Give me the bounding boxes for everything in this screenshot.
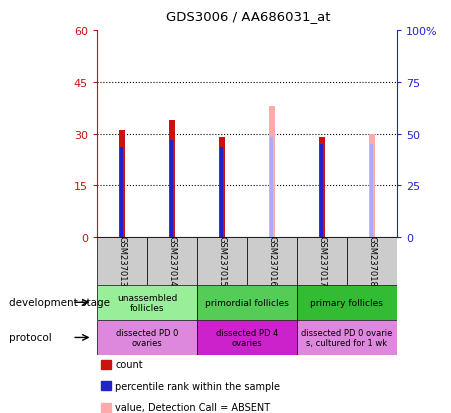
Bar <box>169 121 175 237</box>
Bar <box>269 107 275 237</box>
Bar <box>369 134 375 237</box>
Bar <box>101 360 111 369</box>
Bar <box>297 320 397 355</box>
Bar <box>119 131 125 237</box>
Text: GSM237016: GSM237016 <box>267 236 276 287</box>
Bar <box>297 237 347 285</box>
Bar <box>247 237 297 285</box>
Text: dissected PD 0 ovarie
s, cultured for 1 wk: dissected PD 0 ovarie s, cultured for 1 … <box>301 328 392 347</box>
Text: development stage: development stage <box>9 297 110 308</box>
Bar <box>271 138 273 237</box>
Bar <box>147 237 197 285</box>
Bar <box>197 237 247 285</box>
Text: dissected PD 4
ovaries: dissected PD 4 ovaries <box>216 328 278 347</box>
Bar <box>101 403 111 412</box>
Text: primary follicles: primary follicles <box>310 298 383 307</box>
Text: value, Detection Call = ABSENT: value, Detection Call = ABSENT <box>115 402 270 412</box>
Bar <box>97 320 197 355</box>
Bar <box>120 148 124 237</box>
Bar <box>219 138 225 237</box>
Text: protocol: protocol <box>9 332 52 343</box>
Text: GSM237013: GSM237013 <box>117 236 126 287</box>
Bar <box>319 138 325 237</box>
Bar <box>221 148 223 237</box>
Bar <box>97 237 147 285</box>
Text: GDS3006 / AA686031_at: GDS3006 / AA686031_at <box>166 10 330 23</box>
Bar <box>297 285 397 320</box>
Text: GSM237014: GSM237014 <box>167 236 176 287</box>
Text: dissected PD 0
ovaries: dissected PD 0 ovaries <box>116 328 178 347</box>
Text: GSM237018: GSM237018 <box>368 236 377 287</box>
Bar <box>320 145 323 237</box>
Bar <box>197 320 297 355</box>
Text: percentile rank within the sample: percentile rank within the sample <box>115 381 280 391</box>
Text: GSM237015: GSM237015 <box>217 236 226 287</box>
Bar <box>101 381 111 390</box>
Bar <box>347 237 397 285</box>
Bar <box>197 285 297 320</box>
Bar <box>97 285 197 320</box>
Text: primordial follicles: primordial follicles <box>205 298 289 307</box>
Bar <box>170 141 174 237</box>
Text: unassembled
follicles: unassembled follicles <box>117 293 177 312</box>
Text: count: count <box>115 359 143 369</box>
Bar <box>370 145 373 237</box>
Text: GSM237017: GSM237017 <box>318 236 327 287</box>
